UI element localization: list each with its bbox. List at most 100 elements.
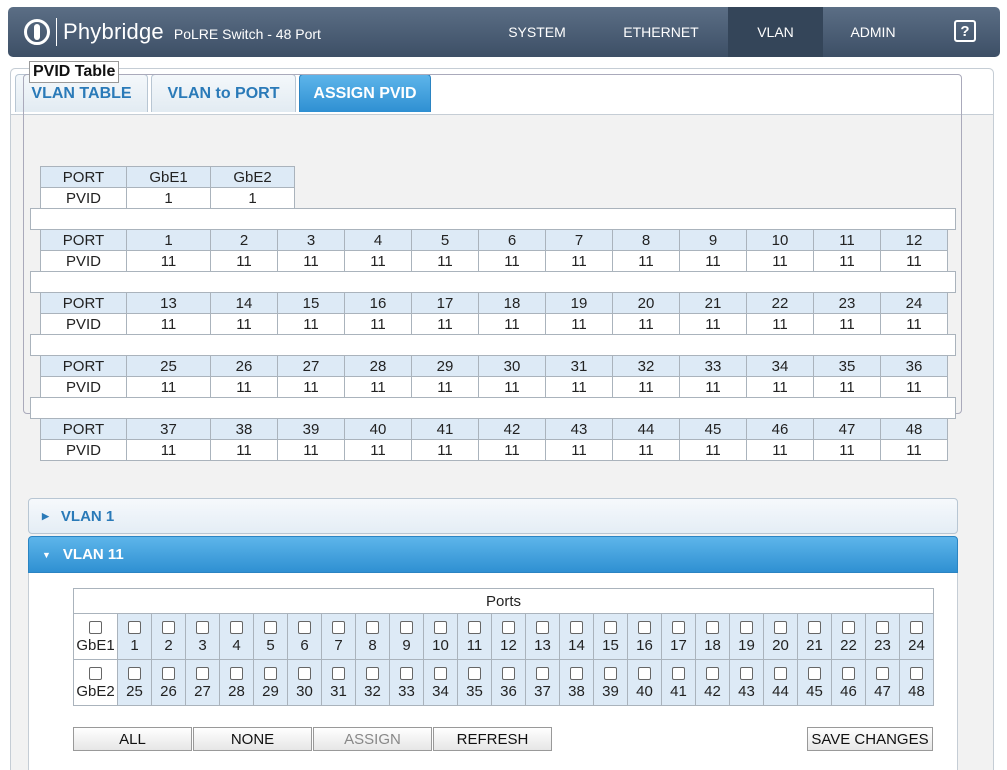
port-checkbox[interactable] (366, 621, 379, 634)
tab-vlan-to-port[interactable]: VLAN to PORT (151, 74, 296, 112)
port-header: 26 (210, 355, 278, 377)
port-header: 22 (746, 292, 814, 314)
save-changes-button[interactable]: SAVE CHANGES (807, 727, 933, 751)
port-checkbox[interactable] (230, 667, 243, 680)
port-header: 23 (813, 292, 881, 314)
select-all-button[interactable]: ALL (73, 727, 192, 751)
port-checkbox[interactable] (740, 667, 753, 680)
refresh-button[interactable]: REFRESH (433, 727, 552, 751)
port-checkbox[interactable] (740, 621, 753, 634)
port-checkbox[interactable] (706, 621, 719, 634)
port-header: 29 (411, 355, 479, 377)
port-checkbox-label: 20 (772, 637, 789, 654)
port-checkbox[interactable] (162, 667, 175, 680)
port-header: 33 (679, 355, 747, 377)
port-checkbox[interactable] (366, 667, 379, 680)
port-header: 6 (478, 229, 546, 251)
port-checkbox[interactable] (264, 621, 277, 634)
port-checkbox[interactable] (672, 667, 685, 680)
port-header: 31 (545, 355, 613, 377)
port-checkbox[interactable] (434, 621, 447, 634)
port-checkbox[interactable] (332, 667, 345, 680)
nav-system[interactable]: SYSTEM (508, 24, 566, 40)
port-checkbox[interactable] (400, 621, 413, 634)
port-checkbox[interactable] (842, 667, 855, 680)
port-checkbox[interactable] (502, 667, 515, 680)
port-checkbox[interactable] (706, 667, 719, 680)
nav-admin[interactable]: ADMIN (850, 24, 896, 40)
accordion-label: VLAN 1 (60, 507, 115, 525)
port-checkbox[interactable] (876, 621, 889, 634)
port-checkbox[interactable] (570, 621, 583, 634)
port-checkbox[interactable] (604, 667, 617, 680)
port-checkbox[interactable] (774, 621, 787, 634)
port-checkbox[interactable] (570, 667, 583, 680)
pvid-value: 11 (612, 439, 680, 461)
select-none-button[interactable]: NONE (193, 727, 312, 751)
port-checkbox[interactable] (196, 667, 209, 680)
pvid-value: 11 (679, 250, 747, 272)
port-checkbox-label: 48 (908, 683, 925, 700)
port-label: PORT (40, 355, 127, 377)
port-cell: 34 (423, 659, 458, 706)
port-checkbox-label: 39 (602, 683, 619, 700)
port-header: 14 (210, 292, 278, 314)
port-checkbox-label: 8 (368, 637, 377, 654)
port-checkbox[interactable] (842, 621, 855, 634)
assign-button[interactable]: ASSIGN (313, 727, 432, 751)
port-checkbox[interactable] (468, 667, 481, 680)
port-checkbox[interactable] (89, 621, 102, 634)
port-checkbox-label: 31 (330, 683, 347, 700)
table-spacer (30, 208, 956, 230)
port-checkbox[interactable] (434, 667, 447, 680)
pvid-table-row-group: PORT 13 14 15 16 17 18 19 20 21 22 23 24 PVID 11 11 11 11… (40, 292, 948, 335)
port-checkbox[interactable] (89, 667, 102, 680)
port-checkbox-label: 15 (602, 637, 619, 654)
port-checkbox[interactable] (400, 667, 413, 680)
port-cell: 22 (831, 613, 866, 660)
port-header: 3 (277, 229, 345, 251)
port-checkbox[interactable] (298, 621, 311, 634)
port-checkbox[interactable] (468, 621, 481, 634)
port-cell: 38 (559, 659, 594, 706)
pvid-value: 1 (210, 187, 295, 209)
port-checkbox[interactable] (808, 667, 821, 680)
port-checkbox[interactable] (604, 621, 617, 634)
table-spacer (30, 271, 956, 293)
port-checkbox[interactable] (910, 667, 923, 680)
accordion-vlan-1[interactable]: ▶ VLAN 1 (28, 498, 958, 534)
port-checkbox[interactable] (638, 621, 651, 634)
port-checkbox[interactable] (774, 667, 787, 680)
nav-vlan[interactable]: VLAN (728, 7, 823, 57)
port-checkbox[interactable] (264, 667, 277, 680)
help-button[interactable]: ? (954, 20, 976, 42)
port-checkbox[interactable] (196, 621, 209, 634)
port-checkbox[interactable] (536, 621, 549, 634)
port-checkbox[interactable] (128, 621, 141, 634)
pvid-label: PVID (40, 376, 127, 398)
port-header: 38 (210, 418, 278, 440)
port-checkbox[interactable] (128, 667, 141, 680)
port-checkbox[interactable] (298, 667, 311, 680)
port-cell: GbE2 (73, 659, 118, 706)
port-checkbox-label: 7 (334, 637, 343, 654)
port-checkbox[interactable] (638, 667, 651, 680)
port-checkbox[interactable] (808, 621, 821, 634)
port-checkbox[interactable] (910, 621, 923, 634)
port-checkbox[interactable] (162, 621, 175, 634)
port-checkbox[interactable] (672, 621, 685, 634)
port-cell: 29 (253, 659, 288, 706)
port-header: 17 (411, 292, 479, 314)
port-checkbox-label: 2 (164, 637, 173, 654)
port-checkbox[interactable] (230, 621, 243, 634)
pvid-value: 1 (126, 187, 211, 209)
port-checkbox[interactable] (536, 667, 549, 680)
port-checkbox-label: 26 (160, 683, 177, 700)
nav-ethernet[interactable]: ETHERNET (623, 24, 699, 40)
port-checkbox[interactable] (876, 667, 889, 680)
port-cell: 32 (355, 659, 390, 706)
port-checkbox[interactable] (502, 621, 515, 634)
port-checkbox[interactable] (332, 621, 345, 634)
phybridge-logo-icon (24, 19, 50, 45)
accordion-vlan-11[interactable]: ▼ VLAN 11 (28, 536, 958, 573)
